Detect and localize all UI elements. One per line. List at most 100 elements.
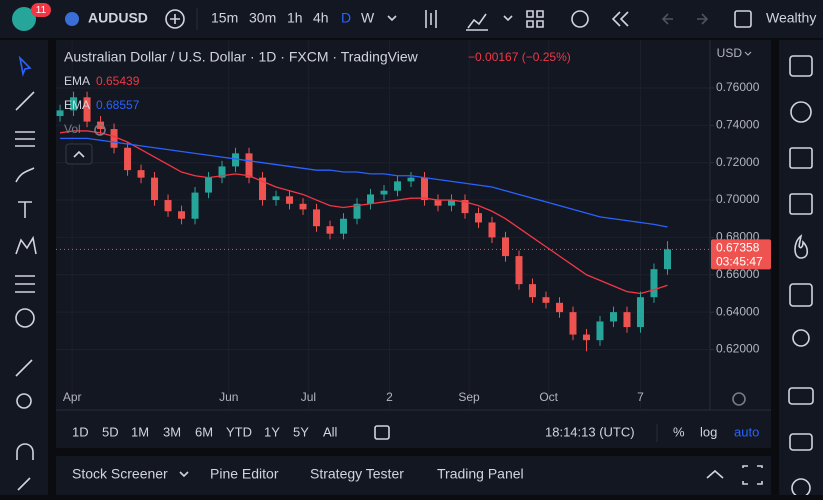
hidden-icon[interactable] [94, 124, 106, 136]
x-tick-label: Jul [301, 390, 316, 404]
fullscreen[interactable] [734, 10, 752, 28]
date-range[interactable] [374, 425, 390, 440]
x-tick-label: Oct [539, 390, 558, 404]
chart-type[interactable] [425, 10, 437, 28]
symbol[interactable]: AUDUSD [88, 10, 148, 26]
magnet[interactable] [16, 443, 34, 460]
ema-line [60, 137, 668, 228]
range-button[interactable]: 5Y [293, 424, 309, 439]
candle-body [164, 200, 172, 212]
ruler[interactable] [15, 359, 33, 377]
panel-tab[interactable]: Trading Panel [437, 466, 524, 482]
vol-label: Vol [64, 122, 81, 136]
candle-body [461, 200, 469, 214]
candle-body [110, 129, 118, 148]
range-button[interactable]: 1Y [264, 424, 280, 439]
x-tick-label: 7 [637, 390, 644, 404]
range-button[interactable]: YTD [226, 424, 252, 439]
range-button[interactable]: 6M [195, 424, 213, 439]
range-button[interactable]: 3M [163, 424, 181, 439]
redo[interactable] [697, 13, 709, 25]
interval[interactable]: D [341, 10, 351, 26]
auto-toggle[interactable]: auto [734, 424, 759, 439]
avatar[interactable] [12, 7, 36, 31]
candle-body [421, 177, 429, 201]
dropdown[interactable] [744, 51, 752, 56]
range-button[interactable]: 5D [102, 424, 119, 439]
candle-body [326, 226, 334, 234]
layouts[interactable] [526, 10, 544, 28]
undo[interactable] [661, 13, 673, 25]
plot: 0.620000.640000.660000.680000.700000.720… [56, 40, 771, 410]
alerts[interactable] [790, 101, 812, 123]
dropdown[interactable] [503, 15, 513, 22]
expand-panel[interactable] [706, 469, 724, 479]
news[interactable] [789, 147, 813, 169]
panel-tab[interactable]: Strategy Tester [310, 466, 404, 482]
indicators[interactable] [466, 13, 488, 31]
candle-body [299, 203, 307, 210]
candle-body [340, 218, 348, 234]
lock[interactable] [17, 477, 31, 491]
interval[interactable]: 1h [287, 10, 303, 26]
y-tick-label: 0.64000 [716, 304, 760, 318]
badge: 11 [36, 5, 47, 16]
intervals: 15m 30m 1h 4h D W [211, 10, 375, 26]
range-button[interactable]: 1M [131, 424, 149, 439]
zoom[interactable] [16, 393, 32, 409]
fib-tool[interactable] [15, 131, 35, 147]
candle-body [555, 302, 563, 313]
currency[interactable]: USD [717, 46, 743, 60]
settings[interactable] [732, 392, 746, 406]
add-symbol[interactable] [165, 9, 185, 29]
candle-body [124, 147, 132, 171]
candle-body [569, 312, 577, 335]
text-tool[interactable] [18, 201, 32, 218]
replay[interactable] [611, 11, 629, 27]
panel-tab[interactable]: Pine Editor [210, 466, 279, 482]
interval[interactable]: W [361, 10, 375, 26]
flag-icon [65, 12, 79, 26]
percent-toggle[interactable]: % [673, 424, 685, 439]
interval[interactable]: 15m [211, 10, 238, 26]
interval[interactable]: 4h [313, 10, 329, 26]
ideas[interactable] [792, 329, 810, 347]
range-button[interactable]: All [323, 424, 338, 439]
dropdown[interactable] [387, 15, 397, 22]
cursor-tool[interactable] [18, 55, 32, 77]
candle-body [528, 284, 536, 298]
candle-body [83, 97, 91, 122]
pattern-tool[interactable] [15, 235, 37, 255]
candle-body [232, 153, 240, 167]
brush-tool[interactable] [15, 167, 35, 183]
candle-body [596, 321, 604, 341]
alert[interactable] [571, 10, 589, 28]
candle-body [245, 153, 253, 178]
y-tick-label: 0.74000 [716, 118, 760, 132]
account[interactable]: Wealthy [766, 10, 816, 26]
x-tick-label: Sep [458, 390, 480, 404]
calendar[interactable] [789, 283, 813, 307]
candle-body [623, 312, 631, 328]
icon-tool[interactable] [15, 308, 35, 328]
candle-body [650, 269, 658, 298]
range-button[interactable]: 1D [72, 424, 89, 439]
candle-body [218, 166, 226, 178]
hotlist[interactable] [794, 234, 809, 259]
log-toggle[interactable]: log [700, 424, 717, 439]
prediction-tool[interactable] [15, 275, 35, 293]
collapse-legend[interactable] [65, 143, 93, 165]
chats[interactable] [788, 387, 814, 405]
candle-body [636, 297, 644, 328]
range-bar: 1D 5D 1M 3M 6M YTD 1Y 5Y All [72, 424, 338, 439]
line-tool[interactable] [15, 91, 35, 111]
interval[interactable]: 30m [249, 10, 276, 26]
dropdown[interactable] [179, 471, 189, 478]
candle-body [582, 334, 590, 341]
candle-body [56, 110, 64, 116]
data-window[interactable] [789, 193, 813, 215]
watchlist[interactable] [789, 55, 813, 77]
panel-tab[interactable]: Stock Screener [72, 466, 168, 482]
maximize-panel[interactable] [742, 465, 763, 485]
messages[interactable] [789, 433, 813, 451]
